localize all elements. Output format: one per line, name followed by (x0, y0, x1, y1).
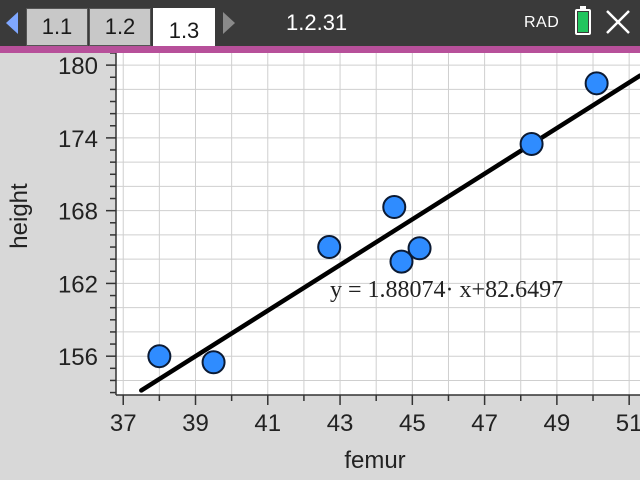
battery-icon (575, 9, 591, 35)
data-point (147, 344, 172, 369)
close-x-icon[interactable] (604, 8, 632, 36)
tick-marks (106, 53, 630, 405)
tab-1-1[interactable]: 1.1 (26, 8, 88, 46)
battery-cap (580, 6, 586, 9)
x-tick-label: 39 (182, 410, 209, 437)
y-tick-label: 168 (58, 199, 98, 226)
y-tick-label: 162 (58, 271, 98, 298)
data-points (147, 71, 609, 375)
x-tick-label: 49 (544, 410, 571, 437)
scatter-plot[interactable]: 37 39 41 43 45 47 49 51 156 162 168 174 180 y = 1.88… (0, 53, 640, 480)
data-point (519, 131, 544, 156)
tick-labels: 37 39 41 43 45 47 49 51 156 162 168 174 180 (58, 53, 640, 437)
regression-equation: y = 1.88074· x+82.6497 (330, 277, 563, 303)
data-point (407, 236, 432, 261)
axes (115, 53, 640, 396)
grid-lines (116, 53, 640, 395)
triangle-left-icon[interactable] (6, 12, 18, 34)
y-axis-title: height (6, 183, 33, 249)
page-label: 1.2.31 (286, 10, 348, 35)
triangle-right-icon[interactable] (223, 12, 235, 34)
top-bar: 1.1 1.2 1.3 1.2.31 RAD (0, 0, 640, 53)
regression-line (139, 73, 640, 393)
y-tick-label: 180 (58, 53, 98, 80)
active-page-accent-bar (0, 46, 640, 53)
y-tick-label: 156 (58, 344, 98, 371)
x-tick-label: 45 (399, 410, 426, 437)
plot-area[interactable] (116, 53, 640, 395)
x-tick-label: 51 (616, 410, 640, 437)
y-tick-label: 174 (58, 126, 98, 153)
x-tick-label: 41 (254, 410, 281, 437)
tab-1-3[interactable]: 1.3 (153, 8, 215, 53)
data-point (584, 71, 609, 96)
data-point (317, 235, 342, 260)
x-tick-label: 47 (471, 410, 498, 437)
battery-level (578, 12, 588, 32)
x-tick-label: 37 (110, 410, 137, 437)
data-point (201, 350, 226, 375)
x-axis-title: femur (344, 447, 405, 474)
data-point (389, 249, 414, 274)
tab-1-2[interactable]: 1.2 (89, 8, 151, 46)
regression-line-group (139, 73, 640, 393)
x-tick-label: 43 (327, 410, 354, 437)
angle-mode-indicator: RAD (524, 14, 560, 31)
data-point (382, 195, 407, 220)
